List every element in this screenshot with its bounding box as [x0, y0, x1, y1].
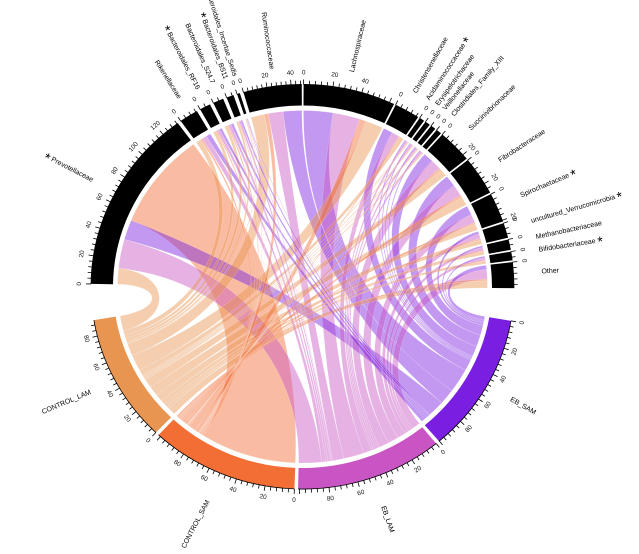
svg-text:20: 20 — [261, 72, 270, 80]
svg-text:0: 0 — [516, 234, 524, 240]
svg-text:0: 0 — [238, 77, 244, 85]
svg-text:20: 20 — [509, 212, 518, 221]
svg-text:0: 0 — [76, 281, 83, 285]
svg-text:0: 0 — [292, 497, 296, 504]
svg-text:40: 40 — [105, 389, 115, 399]
svg-text:0: 0 — [231, 79, 237, 87]
svg-text:40: 40 — [85, 220, 94, 229]
svg-text:0: 0 — [446, 122, 454, 130]
svg-text:0: 0 — [397, 91, 404, 99]
svg-text:0: 0 — [510, 217, 518, 223]
svg-text:0: 0 — [171, 108, 178, 116]
svg-text:0: 0 — [497, 186, 505, 193]
svg-text:0: 0 — [191, 95, 198, 103]
svg-text:0: 0 — [520, 258, 527, 263]
svg-text:0: 0 — [206, 89, 213, 97]
svg-text:40: 40 — [287, 70, 295, 77]
svg-text:0: 0 — [440, 448, 448, 456]
svg-text:0: 0 — [440, 117, 448, 125]
svg-text:40: 40 — [361, 77, 370, 86]
svg-text:80: 80 — [464, 424, 474, 434]
svg-text:80: 80 — [110, 166, 120, 176]
svg-text:80: 80 — [172, 459, 182, 469]
svg-text:Other: Other — [541, 267, 560, 275]
svg-text:0: 0 — [518, 247, 526, 252]
svg-text:20: 20 — [511, 347, 520, 356]
svg-text:60: 60 — [357, 489, 366, 498]
svg-text:80: 80 — [82, 335, 91, 344]
svg-text:20: 20 — [467, 142, 477, 152]
svg-text:0: 0 — [429, 109, 436, 117]
svg-text:0: 0 — [220, 83, 226, 91]
svg-text:20: 20 — [259, 493, 268, 501]
svg-text:20: 20 — [78, 250, 86, 259]
svg-text:20: 20 — [489, 173, 499, 183]
svg-text:20: 20 — [413, 465, 423, 475]
svg-text:80: 80 — [326, 495, 334, 503]
svg-text:20: 20 — [122, 414, 132, 424]
svg-text:60: 60 — [95, 192, 105, 202]
svg-text:40: 40 — [499, 374, 509, 384]
svg-text:60: 60 — [199, 474, 209, 484]
svg-text:20: 20 — [331, 71, 339, 79]
svg-text:0: 0 — [302, 69, 306, 76]
svg-text:40: 40 — [386, 478, 396, 487]
svg-text:60: 60 — [91, 363, 100, 373]
svg-text:0: 0 — [434, 113, 441, 121]
svg-text:0: 0 — [422, 105, 429, 113]
svg-text:0: 0 — [473, 149, 481, 156]
svg-text:0: 0 — [519, 320, 527, 325]
svg-text:40: 40 — [228, 485, 237, 494]
svg-text:60: 60 — [483, 400, 493, 410]
svg-text:0: 0 — [144, 437, 152, 445]
